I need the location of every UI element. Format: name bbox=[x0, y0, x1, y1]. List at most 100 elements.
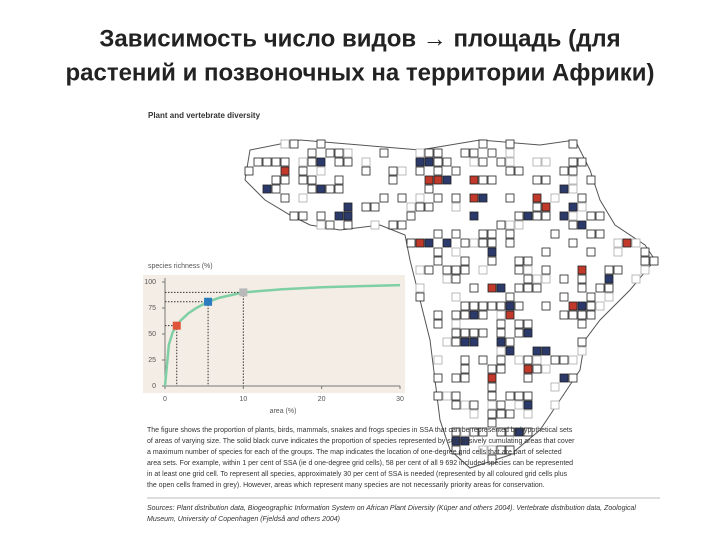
grid-cell bbox=[532, 157, 542, 167]
grid-cell bbox=[415, 283, 425, 293]
grid-cell bbox=[478, 238, 488, 248]
grid-cell bbox=[487, 382, 497, 392]
grid-cell bbox=[577, 157, 587, 167]
grid-cell bbox=[550, 229, 560, 239]
grid-cell bbox=[469, 427, 479, 437]
grid-cell bbox=[523, 319, 533, 329]
grid-cell bbox=[532, 355, 542, 365]
grid-cell bbox=[442, 265, 452, 275]
grid-cell bbox=[523, 256, 533, 266]
grid-cell bbox=[271, 157, 281, 167]
x-tick-label: 0 bbox=[163, 396, 167, 403]
grid-cell bbox=[505, 220, 515, 230]
grid-cell bbox=[271, 175, 281, 185]
y-tick-label: 0 bbox=[152, 383, 156, 390]
grid-cell bbox=[451, 328, 461, 338]
grid-cell bbox=[505, 301, 515, 311]
grid-cell bbox=[586, 175, 596, 185]
grid-cell bbox=[568, 301, 578, 311]
grid-cell bbox=[568, 355, 578, 365]
grid-cell bbox=[451, 310, 461, 320]
grid-cell bbox=[514, 256, 524, 266]
grid-cell bbox=[379, 148, 389, 158]
grid-cell bbox=[496, 220, 506, 230]
grid-cell bbox=[613, 265, 623, 275]
grid-cell bbox=[307, 157, 317, 167]
grid-cell bbox=[316, 211, 326, 221]
grid-cell bbox=[451, 166, 461, 176]
grid-cell bbox=[469, 400, 479, 410]
grid-cell bbox=[496, 427, 506, 437]
point bbox=[172, 321, 181, 330]
grid-cell bbox=[514, 211, 524, 221]
grid-cell bbox=[541, 247, 551, 257]
grid-cell bbox=[496, 409, 506, 419]
grid-cell bbox=[532, 283, 542, 293]
grid-cell bbox=[451, 274, 461, 284]
grid-cell bbox=[478, 193, 488, 203]
grid-cell bbox=[424, 202, 434, 212]
grid-cell bbox=[577, 193, 587, 203]
grid-cell bbox=[505, 310, 515, 320]
caption-line: The figure shows the proportion of plant… bbox=[147, 427, 573, 434]
grid-cell bbox=[343, 220, 353, 230]
grid-cell bbox=[316, 157, 326, 167]
grid-cell bbox=[451, 436, 461, 446]
grid-cell bbox=[370, 220, 380, 230]
grid-cell bbox=[568, 238, 578, 248]
grid-cell bbox=[523, 211, 533, 221]
grid-cell bbox=[487, 400, 497, 410]
grid-cell bbox=[559, 211, 569, 221]
grid-cell bbox=[541, 274, 551, 284]
grid-cell bbox=[478, 139, 488, 149]
grid-cell bbox=[496, 328, 506, 338]
grid-cell bbox=[568, 373, 578, 383]
grid-cell bbox=[433, 157, 443, 167]
grid-cell bbox=[559, 373, 569, 383]
grid-cell bbox=[262, 157, 272, 167]
grid-cell bbox=[523, 283, 533, 293]
caption-line: of areas of varying size. The solid blac… bbox=[147, 438, 575, 445]
grid-cell bbox=[559, 274, 569, 284]
grid-cell bbox=[577, 301, 587, 311]
grid-cell bbox=[568, 175, 578, 185]
source-line: Museum, University of Copenhagen (Fjelds… bbox=[147, 515, 340, 523]
grid-cell bbox=[469, 328, 479, 338]
grid-cell bbox=[487, 148, 497, 158]
grid-cell bbox=[424, 148, 434, 158]
grid-cell bbox=[550, 400, 560, 410]
grid-cell bbox=[487, 229, 497, 239]
grid-cell bbox=[460, 328, 470, 338]
x-axis-label: area (%) bbox=[270, 408, 297, 415]
grid-cell bbox=[433, 229, 443, 239]
grid-cell bbox=[523, 427, 533, 437]
grid-cell bbox=[307, 175, 317, 185]
grid-cell bbox=[469, 238, 479, 248]
grid-cell bbox=[424, 157, 434, 167]
grid-cell bbox=[433, 256, 443, 266]
grid-cell bbox=[433, 391, 443, 401]
grid-cell bbox=[460, 256, 470, 266]
grid-cell bbox=[460, 355, 470, 365]
grid-cell bbox=[280, 139, 290, 149]
grid-cell bbox=[541, 175, 551, 185]
grid-cell bbox=[523, 409, 533, 419]
grid-cell bbox=[541, 364, 551, 374]
grid-cell bbox=[496, 355, 506, 365]
grid-cell bbox=[388, 166, 398, 176]
grid-cell bbox=[595, 301, 605, 311]
grid-cell bbox=[586, 292, 596, 302]
grid-cell bbox=[541, 301, 551, 311]
grid-cell bbox=[424, 184, 434, 194]
grid-cell bbox=[343, 211, 353, 221]
grid-cell bbox=[280, 193, 290, 203]
grid-cell bbox=[532, 211, 542, 221]
grid-cell bbox=[496, 310, 506, 320]
grid-cell bbox=[577, 202, 587, 212]
grid-cell bbox=[487, 454, 497, 464]
grid-cell bbox=[541, 346, 551, 356]
grid-cell bbox=[433, 193, 443, 203]
grid-cell bbox=[577, 337, 587, 347]
grid-cell bbox=[505, 139, 515, 149]
